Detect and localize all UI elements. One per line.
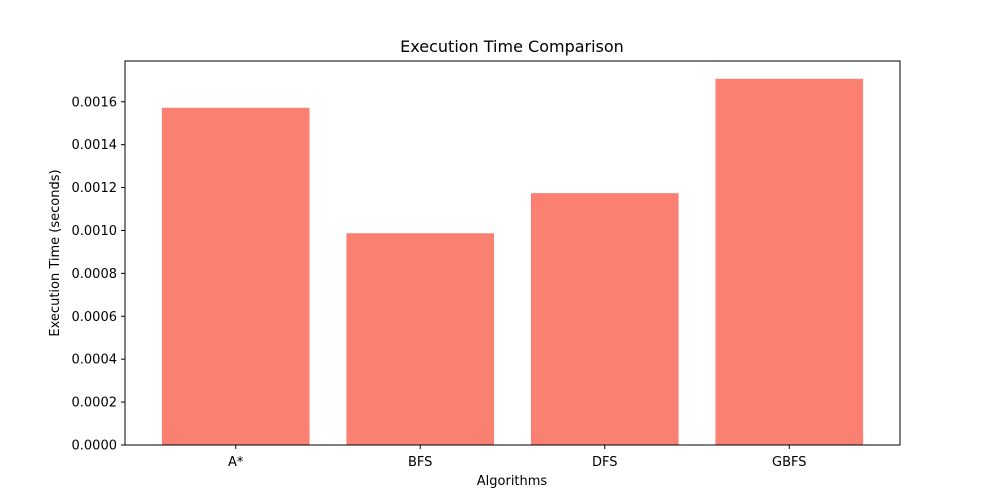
- bars-layer: [161, 78, 864, 445]
- y-tick-label: 0.0008: [72, 267, 118, 282]
- bar-gbfs: [715, 78, 864, 445]
- x-tick-label: GBFS: [772, 455, 807, 470]
- bar-dfs: [530, 193, 679, 445]
- x-tick-label: A*: [228, 455, 244, 470]
- x-axis: A* BFS DFS GBFS: [228, 445, 807, 470]
- y-tick-label: 0.0010: [72, 224, 118, 239]
- y-axis: 0.0000 0.0002 0.0004 0.0006 0.0008 0.0010 0.00…: [72, 95, 125, 454]
- bar-bfs: [346, 233, 495, 445]
- plot-frame: [124, 60, 901, 446]
- y-tick-label: 0.0004: [72, 353, 118, 368]
- y-tick-label: 0.0000: [72, 439, 118, 454]
- chart-title: Execution Time Comparison: [400, 37, 624, 56]
- y-axis-label: Execution Time (seconds): [48, 169, 63, 336]
- y-tick-label: 0.0006: [72, 310, 118, 325]
- y-tick-label: 0.0014: [72, 138, 118, 153]
- x-tick-label: DFS: [592, 455, 618, 470]
- bar-astar: [161, 107, 310, 445]
- x-tick-label: BFS: [408, 455, 432, 470]
- y-tick-label: 0.0012: [72, 181, 118, 196]
- x-axis-label: Algorithms: [477, 474, 548, 489]
- y-tick-label: 0.0002: [72, 396, 118, 411]
- y-tick-label: 0.0016: [72, 95, 118, 110]
